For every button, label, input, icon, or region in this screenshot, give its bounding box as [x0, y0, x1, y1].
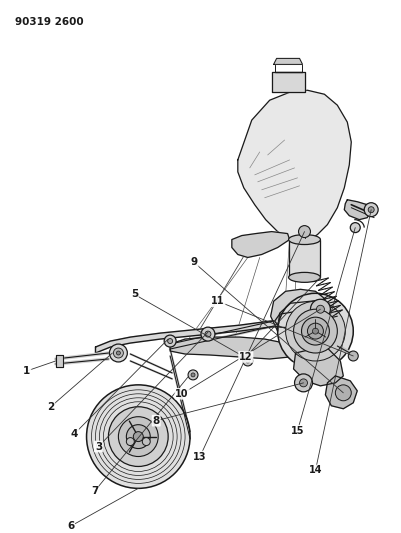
Polygon shape — [289, 239, 320, 277]
Circle shape — [168, 338, 173, 344]
Polygon shape — [238, 90, 351, 241]
Circle shape — [308, 323, 324, 339]
Text: 90319 2600: 90319 2600 — [15, 17, 83, 27]
Circle shape — [302, 317, 329, 345]
Text: 5: 5 — [131, 289, 138, 300]
Circle shape — [126, 438, 134, 446]
Text: 1: 1 — [23, 366, 30, 376]
Circle shape — [142, 438, 150, 446]
Circle shape — [133, 432, 143, 441]
Circle shape — [188, 370, 198, 380]
Circle shape — [243, 356, 253, 366]
Polygon shape — [271, 72, 304, 92]
Circle shape — [364, 203, 378, 216]
Circle shape — [298, 225, 310, 238]
Circle shape — [294, 309, 337, 353]
Circle shape — [312, 328, 318, 334]
Text: 12: 12 — [239, 352, 253, 362]
Text: 15: 15 — [291, 426, 304, 435]
Circle shape — [316, 305, 324, 313]
Text: 3: 3 — [95, 441, 102, 451]
Circle shape — [108, 407, 168, 466]
Text: 13: 13 — [193, 451, 207, 462]
Circle shape — [277, 293, 353, 369]
Circle shape — [205, 331, 211, 337]
Circle shape — [348, 351, 358, 361]
Circle shape — [300, 379, 308, 387]
Polygon shape — [325, 376, 357, 409]
Polygon shape — [294, 346, 343, 386]
Circle shape — [335, 385, 351, 401]
Circle shape — [201, 327, 215, 341]
Polygon shape — [273, 59, 302, 64]
Polygon shape — [56, 355, 63, 367]
Text: 14: 14 — [309, 465, 322, 475]
Circle shape — [350, 223, 360, 232]
Circle shape — [286, 301, 345, 361]
Text: 10: 10 — [175, 389, 189, 399]
Circle shape — [109, 344, 128, 362]
Circle shape — [191, 373, 195, 377]
Circle shape — [164, 335, 176, 347]
Text: 9: 9 — [190, 257, 198, 268]
Polygon shape — [170, 337, 295, 359]
Ellipse shape — [289, 235, 320, 245]
Polygon shape — [271, 289, 325, 331]
Circle shape — [118, 417, 158, 456]
Text: 8: 8 — [153, 416, 160, 426]
Circle shape — [116, 351, 120, 355]
Circle shape — [295, 374, 312, 392]
Polygon shape — [344, 200, 371, 220]
Circle shape — [368, 207, 374, 213]
Text: 2: 2 — [47, 402, 55, 412]
Circle shape — [87, 385, 190, 488]
Circle shape — [126, 425, 150, 449]
Text: 7: 7 — [91, 486, 98, 496]
Text: 6: 6 — [67, 521, 74, 531]
Circle shape — [113, 348, 124, 358]
Polygon shape — [232, 232, 290, 257]
Polygon shape — [95, 315, 337, 353]
Text: 4: 4 — [71, 429, 78, 439]
Circle shape — [246, 359, 250, 363]
Circle shape — [310, 299, 330, 319]
Ellipse shape — [289, 272, 320, 282]
Text: 11: 11 — [211, 296, 225, 306]
Polygon shape — [275, 309, 337, 329]
